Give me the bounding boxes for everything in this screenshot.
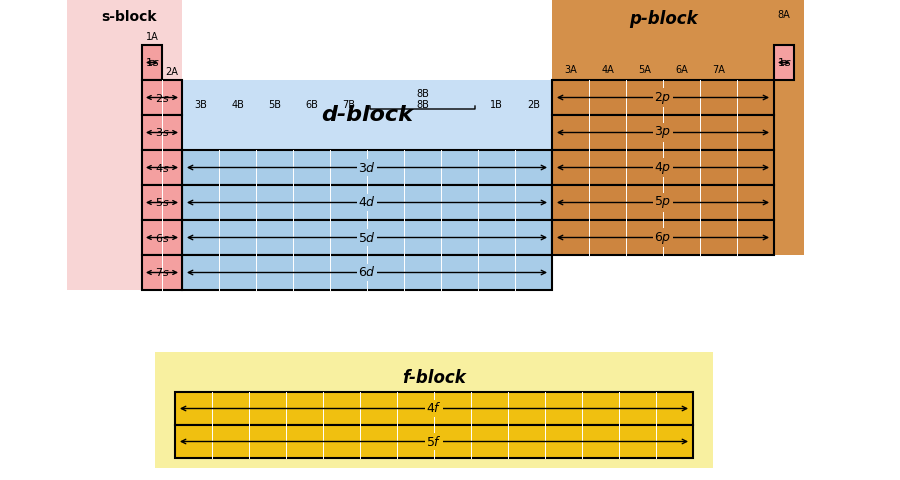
- Bar: [175, 425, 693, 458]
- Text: $5s$: $5s$: [155, 196, 169, 208]
- Text: $6d$: $6d$: [358, 265, 376, 279]
- Text: $7s$: $7s$: [155, 266, 169, 278]
- Bar: [552, 185, 774, 220]
- Bar: [552, 80, 774, 115]
- Bar: [142, 80, 182, 115]
- Bar: [182, 80, 552, 150]
- Text: f-block: f-block: [402, 369, 466, 387]
- Bar: [552, 115, 774, 150]
- Bar: [142, 45, 162, 80]
- Text: 7A: 7A: [712, 65, 724, 75]
- Text: $6s$: $6s$: [155, 231, 169, 243]
- Text: $5f$: $5f$: [426, 434, 442, 448]
- Text: 8A: 8A: [778, 10, 790, 20]
- Text: $4p$: $4p$: [654, 159, 671, 176]
- Bar: [142, 185, 182, 220]
- Text: 4B: 4B: [231, 100, 244, 110]
- Text: $4d$: $4d$: [358, 195, 376, 209]
- Text: 2B: 2B: [527, 100, 540, 110]
- Bar: [552, 0, 804, 255]
- Text: 3A: 3A: [564, 65, 577, 75]
- Text: $1s$: $1s$: [145, 57, 159, 69]
- Bar: [552, 220, 774, 255]
- Text: 7B: 7B: [342, 100, 355, 110]
- Text: 1B: 1B: [491, 100, 503, 110]
- Text: 6A: 6A: [675, 65, 688, 75]
- Bar: [67, 0, 182, 290]
- Text: $3d$: $3d$: [358, 160, 376, 175]
- Text: $2p$: $2p$: [654, 89, 671, 106]
- Text: $4s$: $4s$: [155, 161, 169, 173]
- Text: 8B: 8B: [416, 100, 429, 110]
- Bar: [142, 220, 182, 255]
- Bar: [182, 150, 552, 185]
- Text: $3p$: $3p$: [654, 124, 671, 141]
- Text: d-block: d-block: [321, 105, 413, 125]
- Bar: [774, 45, 794, 80]
- Bar: [155, 352, 713, 468]
- Text: 5A: 5A: [638, 65, 651, 75]
- Text: $1s$: $1s$: [777, 57, 791, 69]
- Bar: [142, 255, 182, 290]
- Text: $5p$: $5p$: [654, 194, 671, 211]
- Bar: [182, 255, 552, 290]
- Text: $4f$: $4f$: [426, 401, 442, 416]
- Text: 2A: 2A: [166, 67, 178, 77]
- Bar: [552, 150, 774, 185]
- Text: $3s$: $3s$: [155, 127, 169, 139]
- Text: 5B: 5B: [268, 100, 281, 110]
- Text: s-block: s-block: [102, 10, 158, 24]
- Text: 1A: 1A: [146, 32, 158, 42]
- Bar: [142, 150, 182, 185]
- Bar: [142, 115, 182, 150]
- Bar: [182, 220, 552, 255]
- Text: $6p$: $6p$: [654, 229, 671, 245]
- Text: 6B: 6B: [305, 100, 318, 110]
- Text: 8B: 8B: [416, 89, 429, 99]
- Text: p-block: p-block: [629, 10, 698, 28]
- Text: 4A: 4A: [601, 65, 614, 75]
- Text: 3B: 3B: [194, 100, 207, 110]
- Text: $5d$: $5d$: [358, 230, 376, 244]
- Bar: [175, 392, 693, 425]
- Bar: [182, 185, 552, 220]
- Text: $2s$: $2s$: [155, 92, 169, 104]
